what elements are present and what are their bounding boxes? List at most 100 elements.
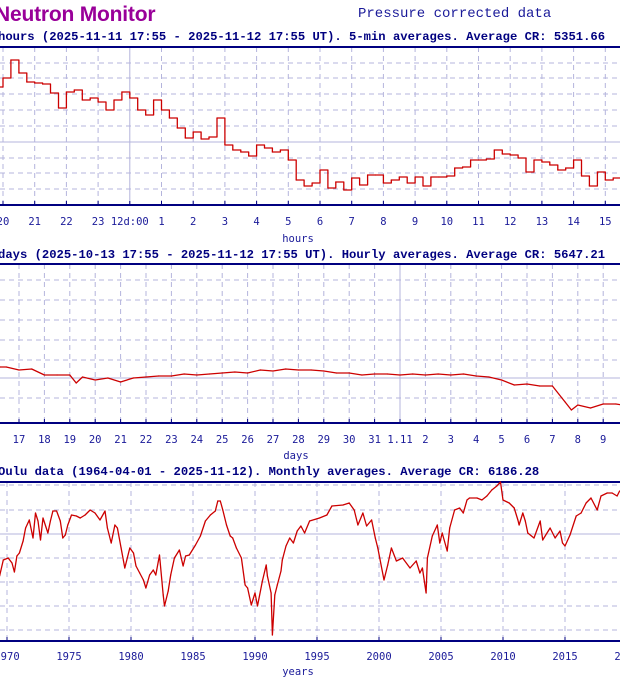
data-point <box>439 542 441 544</box>
data-point <box>611 492 613 494</box>
data-point <box>188 554 190 556</box>
data-point <box>476 497 478 499</box>
data-point <box>89 509 91 511</box>
data-point <box>395 560 397 562</box>
data-point <box>240 151 242 153</box>
data-point <box>120 381 122 383</box>
x-tick-label: 20 <box>0 216 10 228</box>
data-point <box>99 519 101 521</box>
data-point <box>229 535 231 537</box>
data-point <box>199 535 201 537</box>
data-point <box>25 527 27 529</box>
data-point <box>351 177 353 179</box>
data-point <box>300 525 302 527</box>
data-point <box>94 379 96 381</box>
data-point <box>2 559 4 561</box>
x-tick-label: 27 <box>266 434 280 446</box>
cosmic-ray-series-line <box>0 481 620 636</box>
data-point <box>259 369 261 371</box>
x-tick-label: 23 <box>91 216 105 228</box>
data-point <box>7 557 9 559</box>
data-point <box>160 109 163 111</box>
data-point <box>412 373 414 375</box>
data-point <box>357 524 359 526</box>
data-point <box>371 519 373 521</box>
x-tick-label: 22 <box>60 216 73 228</box>
data-point <box>335 372 338 374</box>
data-point <box>67 524 69 526</box>
data-point <box>383 579 385 581</box>
data-point <box>399 374 401 376</box>
data-point <box>359 184 361 186</box>
data-point <box>176 127 178 129</box>
x-tick-label: 2 <box>190 216 197 228</box>
data-point <box>235 547 237 549</box>
data-point <box>524 520 526 522</box>
x-tick-label: 22 <box>139 434 153 446</box>
data-point <box>303 185 305 187</box>
data-point <box>361 374 363 376</box>
x-tick-label: 1995 <box>304 651 330 663</box>
data-point <box>84 514 86 516</box>
data-point <box>280 570 282 572</box>
data-point <box>234 371 236 373</box>
data-point <box>406 182 408 184</box>
data-point <box>353 509 355 511</box>
x-tick-label: 7 <box>348 216 355 228</box>
data-point <box>342 504 344 506</box>
data-point <box>362 512 364 514</box>
x-tick-label: 11 <box>472 216 485 228</box>
data-point <box>62 537 64 539</box>
x-tick-label: 4 <box>473 434 480 446</box>
x-tick-label: 5 <box>285 216 292 228</box>
data-point <box>209 514 211 516</box>
data-point <box>124 567 126 569</box>
data-point <box>57 107 60 109</box>
data-point <box>468 497 471 499</box>
data-point <box>173 557 175 559</box>
data-point <box>5 366 7 368</box>
data-point <box>272 370 274 372</box>
data-point <box>426 557 428 559</box>
data-point <box>162 594 164 596</box>
data-point <box>70 514 73 516</box>
data-point <box>554 537 556 539</box>
cosmic-ray-series-line <box>0 59 620 191</box>
x-tick-label: 15 <box>598 216 612 228</box>
data-point <box>318 517 321 519</box>
data-point <box>73 89 75 91</box>
data-point <box>564 545 566 547</box>
data-point <box>309 520 311 522</box>
data-point <box>493 149 495 151</box>
data-point <box>481 499 483 501</box>
data-point <box>254 592 256 594</box>
data-point <box>287 159 289 161</box>
data-point <box>517 519 519 521</box>
data-point <box>564 401 566 403</box>
x-tick-label: 1985 <box>180 651 206 663</box>
data-point <box>120 547 122 549</box>
data-point <box>285 545 287 547</box>
data-point <box>509 154 511 156</box>
data-point <box>192 131 194 133</box>
data-point <box>214 510 216 512</box>
data-point <box>296 530 298 532</box>
data-point <box>386 373 388 375</box>
data-point <box>596 509 598 511</box>
data-point <box>137 109 139 111</box>
data-point <box>248 155 250 157</box>
data-point <box>459 507 461 509</box>
data-point <box>419 572 421 574</box>
data-point <box>390 179 392 181</box>
data-point <box>34 82 36 84</box>
data-point <box>261 580 263 582</box>
data-point <box>430 176 432 178</box>
data-point <box>436 524 438 526</box>
data-point <box>114 524 116 526</box>
data-point <box>561 542 564 544</box>
data-point <box>75 382 77 384</box>
data-point <box>13 571 15 573</box>
data-point <box>247 372 249 374</box>
data-point <box>466 499 468 501</box>
